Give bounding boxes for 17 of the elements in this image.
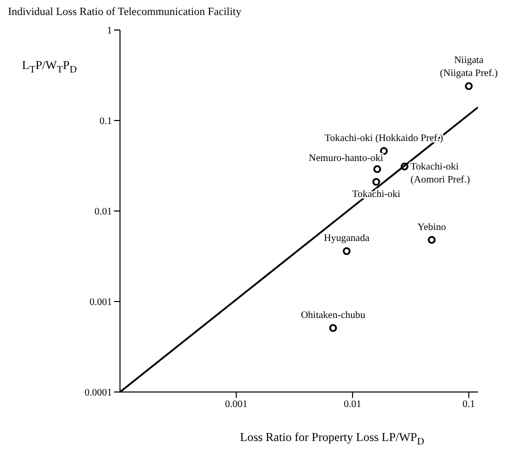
annotation: Niigata (Niigata Pref.) <box>440 55 498 80</box>
x-tick-label: 0.01 <box>344 399 362 410</box>
x-tick-label: 0.1 <box>462 399 476 410</box>
annotation: Hyuganada <box>324 233 370 244</box>
x-tick-label: 0.001 <box>225 399 248 410</box>
chart-title: Individual Loss Ratio of Telecommunication Facility <box>8 6 242 18</box>
annotation: Nemuro-hanto-oki <box>308 153 384 164</box>
y-tick-label: 0.0001 <box>84 388 112 399</box>
y-tick-label: 0.01 <box>94 206 112 218</box>
y-tick-label: 0.001 <box>90 297 112 308</box>
y-axis-title: L$_{T}$P/W$_{T}$P$_{D}$ <box>22 58 77 76</box>
annotation: Yebino <box>418 222 446 233</box>
y-tick-label: 0.1 <box>100 116 112 128</box>
annotation: Ohitaken-chubu <box>300 310 366 321</box>
annotation: Tokachi-oki (Aomori Pref.) <box>410 162 470 186</box>
y-tick-label: 1 <box>107 26 112 37</box>
x-axis-title: Loss Ratio for Property Loss LP/WP$_{D}$ <box>240 430 424 448</box>
